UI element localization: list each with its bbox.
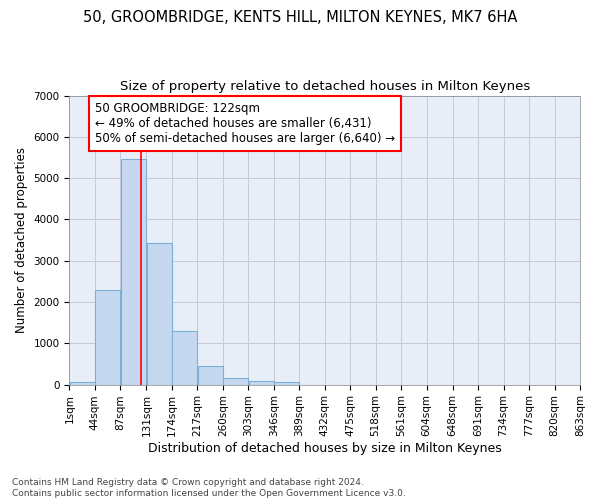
Bar xyxy=(95,290,120,384)
Bar xyxy=(70,382,95,384)
Bar xyxy=(274,382,299,384)
Text: 50, GROOMBRIDGE, KENTS HILL, MILTON KEYNES, MK7 6HA: 50, GROOMBRIDGE, KENTS HILL, MILTON KEYN… xyxy=(83,10,517,25)
Bar xyxy=(172,330,197,384)
Bar xyxy=(223,378,248,384)
Text: 50 GROOMBRIDGE: 122sqm
← 49% of detached houses are smaller (6,431)
50% of semi-: 50 GROOMBRIDGE: 122sqm ← 49% of detached… xyxy=(95,102,395,144)
Bar xyxy=(197,366,223,384)
Text: Contains HM Land Registry data © Crown copyright and database right 2024.
Contai: Contains HM Land Registry data © Crown c… xyxy=(12,478,406,498)
X-axis label: Distribution of detached houses by size in Milton Keynes: Distribution of detached houses by size … xyxy=(148,442,502,455)
Bar xyxy=(248,381,274,384)
Bar xyxy=(146,242,172,384)
Title: Size of property relative to detached houses in Milton Keynes: Size of property relative to detached ho… xyxy=(119,80,530,93)
Y-axis label: Number of detached properties: Number of detached properties xyxy=(15,147,28,333)
Bar xyxy=(121,158,146,384)
